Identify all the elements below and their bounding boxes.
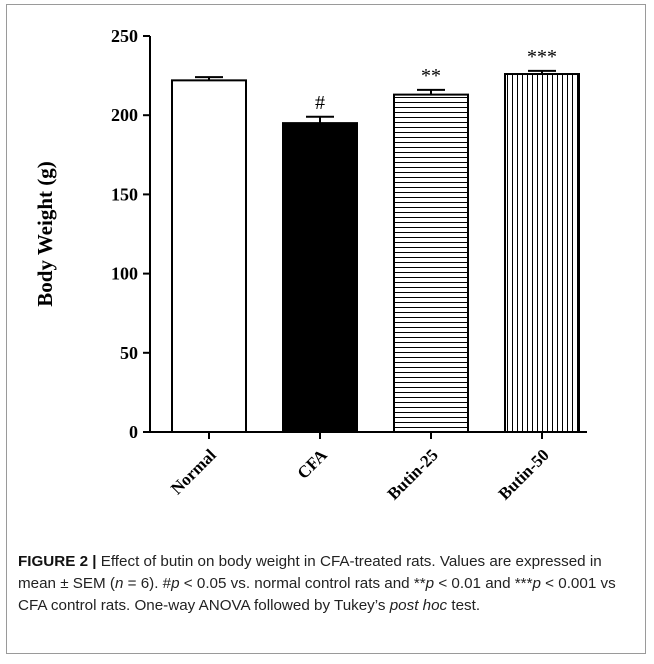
bars	[171, 73, 580, 434]
bar-normal	[171, 79, 247, 434]
x-tick-label: Normal	[167, 445, 220, 498]
x-tick-label: CFA	[294, 445, 332, 483]
y-tick-label: 200	[111, 105, 138, 125]
y-tick-label: 0	[129, 422, 138, 442]
figure-caption: FIGURE 2 | Effect of butin on body weigh…	[18, 553, 616, 614]
significance-marker: #	[315, 92, 325, 114]
significance-marker: **	[421, 65, 441, 87]
x-axis-ticks: Normal CFA Butin-25 Butin-50	[167, 432, 553, 504]
significance-marker: ***	[527, 46, 557, 68]
y-axis-ticks: 0 50 100 150 200 250	[111, 26, 150, 442]
caption-label: FIGURE 2 |	[18, 553, 97, 570]
y-tick-label: 250	[111, 26, 138, 46]
bar-butin-50	[504, 73, 580, 434]
y-tick-label: 50	[120, 343, 138, 363]
bar-butin-25	[393, 93, 469, 433]
x-tick-label: Butin-25	[384, 445, 442, 503]
error-bars	[195, 69, 556, 124]
bar-cfa	[282, 122, 358, 434]
significance-markers: #*****	[315, 46, 557, 114]
y-tick-label: 150	[111, 184, 138, 204]
x-tick-label: Butin-50	[495, 445, 553, 503]
y-axis-label: Body Weight (g)	[33, 161, 57, 306]
y-tick-label: 100	[111, 264, 138, 284]
